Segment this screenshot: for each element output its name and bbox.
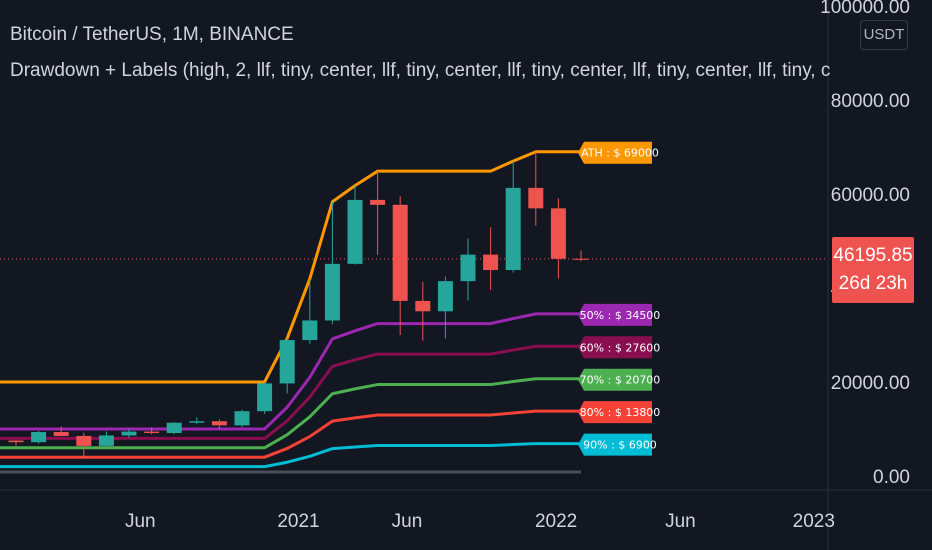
candle-body xyxy=(460,254,476,282)
candle-body xyxy=(347,199,363,264)
drawdown-tag-shape xyxy=(578,433,652,456)
drawdown-line-dd80 xyxy=(0,409,581,459)
candle-body xyxy=(31,432,47,443)
candle-body xyxy=(302,320,318,341)
candle-body xyxy=(505,187,521,271)
candle-body xyxy=(392,204,408,301)
drawdown-tag-label: 50% : $ 34500 xyxy=(580,309,661,322)
candle-body xyxy=(121,431,137,436)
candle-body xyxy=(573,258,589,260)
candle-body xyxy=(257,383,273,412)
candle-body xyxy=(234,411,250,426)
candle-body xyxy=(53,432,69,436)
bar-countdown: 26d 23h xyxy=(838,273,908,294)
last-price-tag: 46195.85 26d 23h xyxy=(832,237,914,303)
candle-body xyxy=(370,199,386,205)
x-tick-label: 2021 xyxy=(277,511,319,532)
candle-body xyxy=(211,421,227,426)
candle-body xyxy=(279,340,295,384)
drawdown-tag-dd80: 80% : $ 13800 xyxy=(578,401,661,424)
y-tick-label: 20000.00 xyxy=(831,373,910,394)
candle-body xyxy=(483,254,499,271)
y-tick-label: 60000.00 xyxy=(831,185,910,206)
drawdown-tag-label: ATH : $ 69000 xyxy=(581,147,659,160)
drawdown-tag-label: 80% : $ 13800 xyxy=(580,406,661,419)
candle-body xyxy=(189,421,205,423)
y-tick-label: 0.00 xyxy=(873,467,910,488)
x-tick-label: 2022 xyxy=(535,511,577,532)
drawdown-tag-shape xyxy=(578,401,652,424)
x-tick-label: 2023 xyxy=(793,511,835,532)
drawdown-tag-dd60: 60% : $ 27600 xyxy=(578,336,661,359)
y-tick-label: 80000.00 xyxy=(831,91,910,112)
x-tick-label: Jun xyxy=(125,511,156,532)
drawdown-line-dd90 xyxy=(0,442,581,469)
candle-body xyxy=(166,422,182,434)
symbol-title: Bitcoin / TetherUS, 1M, BINANCE xyxy=(10,24,294,45)
drawdown-tag-shape xyxy=(578,336,652,359)
drawdown-tag-label: 70% : $ 20700 xyxy=(580,374,661,387)
drawdown-tag-shape xyxy=(578,303,652,326)
last-price-value: 46195.85 xyxy=(833,245,913,266)
candle-body xyxy=(98,435,114,446)
drawdown-line-ath xyxy=(0,150,581,384)
time-axis[interactable]: Jun 2021 Jun 2022 Jun 2023 xyxy=(125,511,835,532)
drawdown-lines xyxy=(0,150,581,469)
drawdown-tag-label: 90% : $ 6900 xyxy=(583,439,657,452)
candle-body xyxy=(528,187,544,209)
y-tick-label: 100000.00 xyxy=(820,0,910,18)
currency-button[interactable]: USDT xyxy=(860,20,908,50)
candle-body xyxy=(144,431,160,434)
x-tick-label: Jun xyxy=(392,511,423,532)
drawdown-line-dd70 xyxy=(0,377,581,450)
candle-body xyxy=(76,435,92,446)
candle-body xyxy=(550,208,566,259)
drawdown-tag-dd90: 90% : $ 6900 xyxy=(578,433,657,456)
candle-body xyxy=(437,281,453,312)
drawdown-tag-shape xyxy=(578,141,652,164)
candles xyxy=(8,151,589,459)
candle-body xyxy=(8,440,24,443)
indicator-title[interactable]: Drawdown + Labels (high, 2, llf, tiny, c… xyxy=(10,60,830,81)
drawdown-tags: ATH : $ 69000 50% : $ 34500 60% : $ 27600 7… xyxy=(578,141,661,456)
drawdown-tag-dd50: 50% : $ 34500 xyxy=(578,303,661,326)
drawdown-tag-shape xyxy=(578,368,652,391)
drawdown-tag-ath: ATH : $ 69000 xyxy=(578,141,659,164)
x-tick-label: Jun xyxy=(665,511,696,532)
drawdown-line-dd50 xyxy=(0,312,581,431)
candle-body xyxy=(415,300,431,312)
candle-body xyxy=(324,263,340,321)
drawdown-tag-dd70: 70% : $ 20700 xyxy=(578,368,661,391)
drawdown-tag-label: 60% : $ 27600 xyxy=(580,341,661,354)
